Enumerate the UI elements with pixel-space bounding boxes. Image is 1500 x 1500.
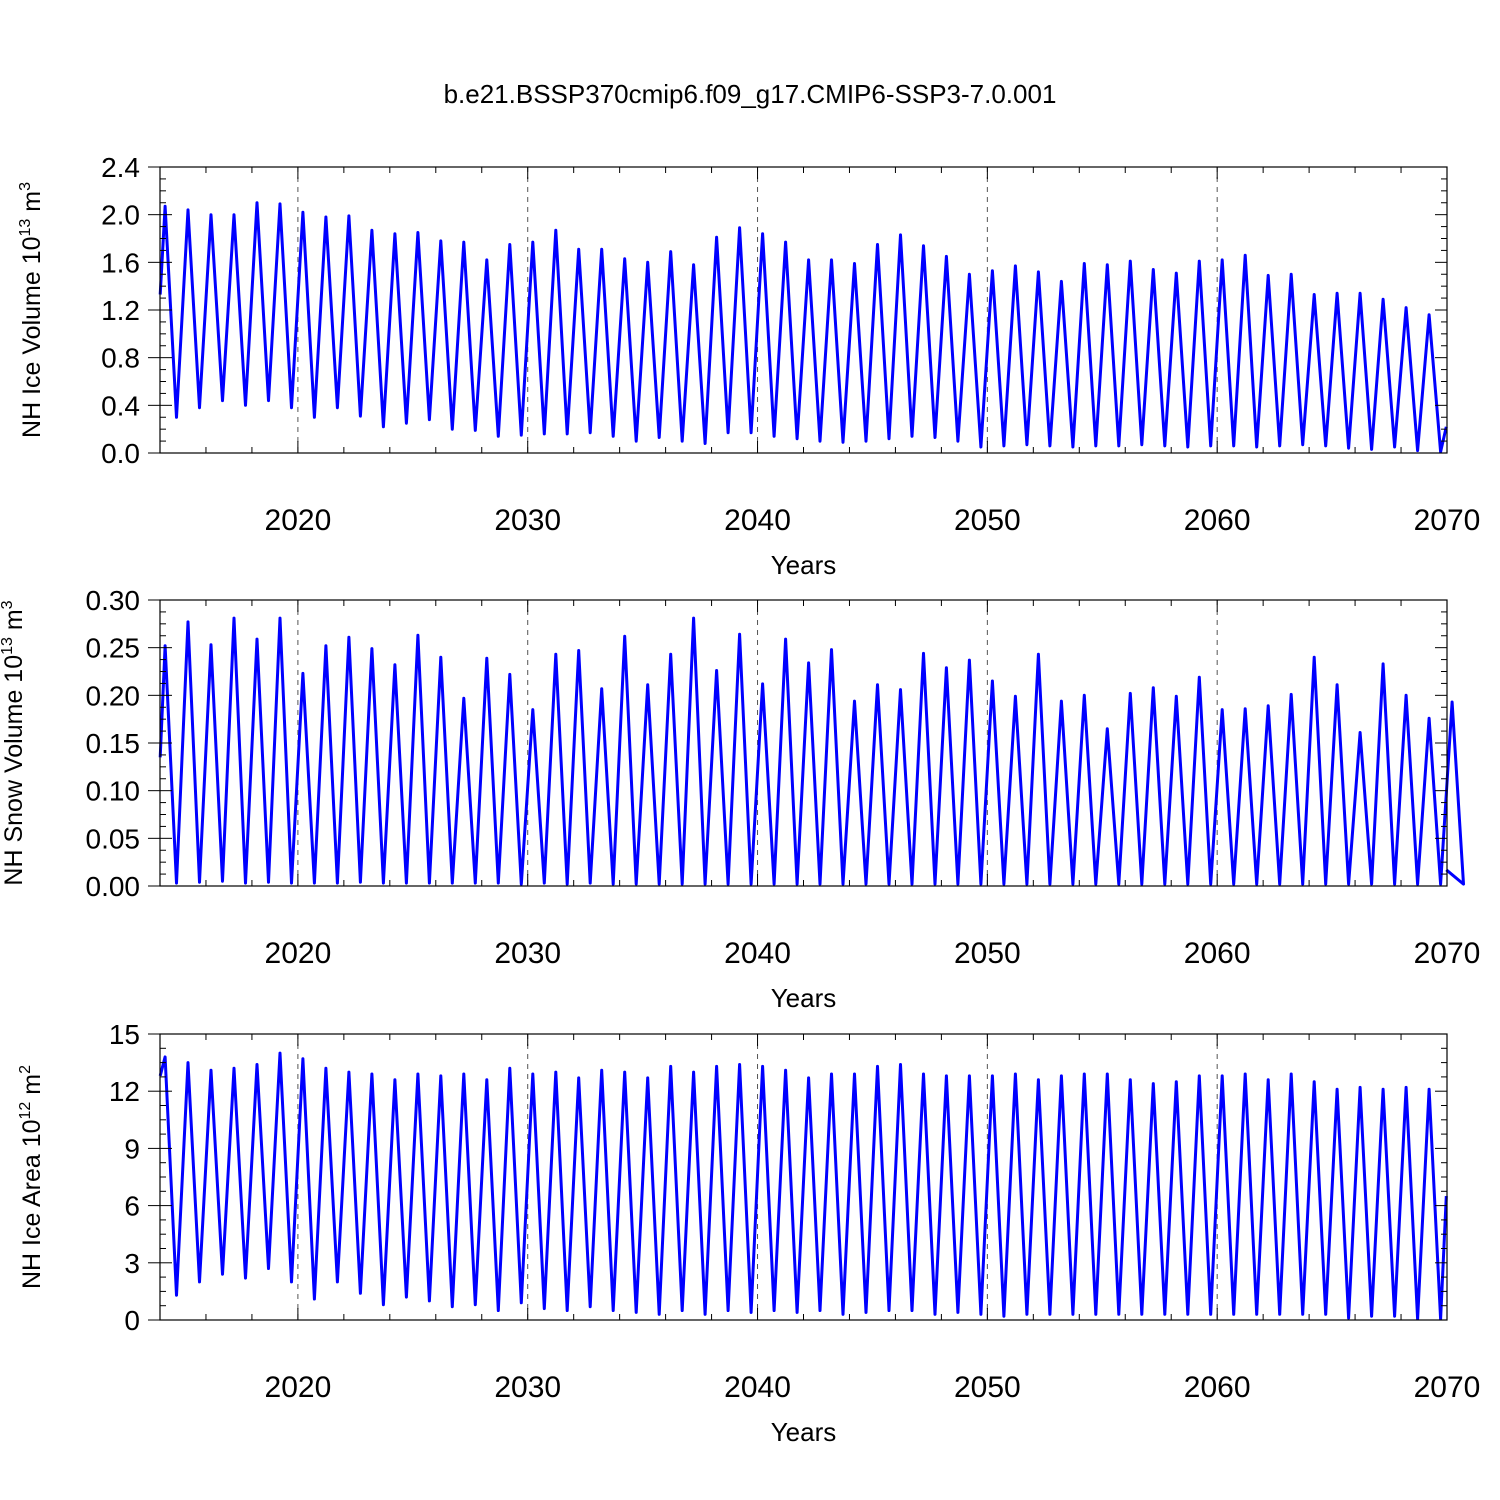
y-label-exponent: 12: [17, 1102, 34, 1120]
x-tick-label-2070: 2070: [1414, 1371, 1481, 1404]
x-tick-label-2050: 2050: [954, 937, 1021, 970]
snow-volume-y-axis-label: NH Snow Volume 1013 m3: [0, 600, 28, 885]
y-label-unit-exponent: 3: [17, 182, 34, 191]
ice-volume-y-axis-label: NH Ice Volume 1013 m3: [17, 182, 46, 438]
snow-volume-series-line: [158, 616, 1465, 886]
y-tick-label-3: 3: [124, 1248, 140, 1279]
ice-volume-series-line: [158, 201, 1448, 454]
x-tick-label-2070: 2070: [1414, 504, 1481, 537]
y-tick-label-15: 15: [109, 1019, 140, 1050]
y-label-unit: m: [18, 1074, 46, 1102]
ice-area-panel: 2020 2030 2040 2050 2060 2070 0 3 6 9 12 15 Years NH …: [17, 1019, 1480, 1447]
y-label-unit: m: [18, 191, 46, 219]
panels: 2020 2030 2040 2050 2060 2070 0.0 0.4 0.8 1.2 1.6 2…: [0, 152, 1480, 1447]
x-tick-label-2040: 2040: [724, 1371, 791, 1404]
y-label-unit: m: [0, 609, 28, 637]
x-tick-label-2030: 2030: [494, 504, 561, 537]
x-tick-label-2020: 2020: [265, 1371, 332, 1404]
y-tick-label-0.0: 0.0: [101, 438, 140, 469]
x-tick-label-2040: 2040: [724, 504, 791, 537]
x-tick-label-2050: 2050: [954, 504, 1021, 537]
snow-volume-x-axis-label: Years: [771, 983, 837, 1013]
figure-title: b.e21.BSSP370cmip6.f09_g17.CMIP6-SSP3-7.…: [444, 79, 1057, 109]
ice-volume-x-axis-label: Years: [771, 550, 837, 580]
y-label-text: NH Snow Volume 10: [0, 655, 28, 886]
y-label-unit-exponent: 3: [0, 600, 16, 609]
x-tick-label-2030: 2030: [494, 937, 561, 970]
x-tick-label-2020: 2020: [265, 937, 332, 970]
y-label-unit-exponent: 2: [17, 1065, 34, 1074]
x-tick-label-2020: 2020: [265, 504, 332, 537]
x-tick-label-2070: 2070: [1414, 937, 1481, 970]
ice-volume-panel: 2020 2030 2040 2050 2060 2070 0.0 0.4 0.8 1.2 1.6 2…: [17, 152, 1480, 580]
y-tick-label-9: 9: [124, 1133, 140, 1164]
y-tick-label-0: 0: [124, 1305, 140, 1336]
y-tick-label-0.05: 0.05: [86, 823, 141, 854]
x-tick-label-2060: 2060: [1184, 1371, 1251, 1404]
x-tick-label-2060: 2060: [1184, 504, 1251, 537]
y-tick-label-12: 12: [109, 1076, 140, 1107]
y-label-exponent: 13: [0, 637, 16, 655]
y-tick-label-1.2: 1.2: [101, 295, 140, 326]
y-label-text: NH Ice Area 10: [18, 1119, 46, 1289]
y-tick-label-2.0: 2.0: [101, 200, 140, 231]
x-tick-label-2060: 2060: [1184, 937, 1251, 970]
y-tick-label-0.25: 0.25: [86, 633, 141, 664]
x-tick-label-2040: 2040: [724, 937, 791, 970]
y-tick-label-0.00: 0.00: [86, 871, 141, 902]
y-tick-label-6: 6: [124, 1191, 140, 1222]
y-tick-label-0.20: 0.20: [86, 680, 141, 711]
y-tick-label-0.10: 0.10: [86, 776, 141, 807]
y-label-exponent: 13: [17, 219, 34, 237]
x-tick-label-2050: 2050: [954, 1371, 1021, 1404]
y-tick-label-0.30: 0.30: [86, 585, 141, 616]
ice-area-series-line: [158, 1051, 1448, 1321]
y-tick-label-0.4: 0.4: [101, 390, 140, 421]
y-tick-label-1.6: 1.6: [101, 247, 140, 278]
ice-area-x-axis-label: Years: [771, 1417, 837, 1447]
x-tick-label-2030: 2030: [494, 1371, 561, 1404]
snow-volume-panel: 2020 2030 2040 2050 2060 2070 0.00 0.05 0.10 0.15…: [0, 585, 1480, 1013]
y-tick-label-0.8: 0.8: [101, 343, 140, 374]
y-tick-label-0.15: 0.15: [86, 728, 141, 759]
ice-area-y-axis-label: NH Ice Area 1012 m2: [17, 1065, 46, 1289]
y-label-text: NH Ice Volume 10: [18, 236, 46, 438]
y-tick-label-2.4: 2.4: [101, 152, 140, 183]
